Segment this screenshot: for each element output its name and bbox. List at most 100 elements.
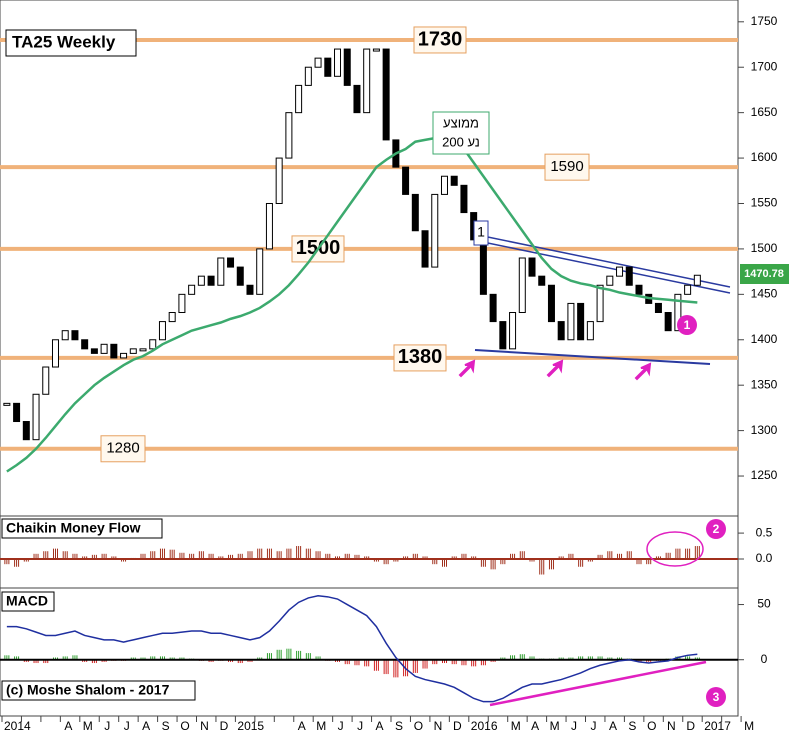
candle (674, 293, 682, 332)
trendline (477, 234, 731, 288)
x-tick-label: D (453, 719, 462, 733)
candle (586, 321, 594, 341)
badge (706, 687, 726, 707)
candle (499, 321, 507, 350)
badge-label: 2 (713, 522, 720, 536)
badge (706, 519, 726, 539)
trendline (474, 349, 711, 365)
x-tick-label: 2014 (4, 719, 31, 733)
candle (32, 393, 40, 441)
marker-box (473, 220, 489, 246)
x-tick-label: J (124, 719, 130, 733)
trendline (489, 660, 707, 707)
x-tick-label: N (434, 719, 443, 733)
credit: (c) Moshe Shalom - 2017 (6, 682, 170, 698)
highlight (646, 531, 704, 567)
macd-line (6, 594, 698, 703)
x-tick-label: J (357, 719, 363, 733)
candle (256, 248, 264, 295)
candle (3, 402, 11, 406)
candle (110, 343, 118, 359)
candle (538, 275, 546, 286)
candle (402, 166, 410, 195)
credit-box (1, 680, 196, 701)
candle (227, 257, 235, 268)
x-tick-label: A (298, 719, 306, 733)
candle (61, 330, 69, 341)
x-tick-label: 2015 (237, 719, 264, 733)
candle (178, 293, 186, 314)
y-tick-label: 1550 (751, 196, 778, 210)
badge-label: 3 (713, 690, 720, 704)
level-box (100, 435, 146, 463)
candle (450, 175, 458, 186)
candle (596, 284, 604, 323)
candle (616, 266, 624, 277)
candle (431, 193, 439, 268)
candle (42, 366, 50, 395)
candle (440, 175, 448, 195)
x-tick-label: A (531, 719, 539, 733)
last-price: 1470.78 (744, 268, 784, 280)
candle (334, 48, 342, 77)
candle (285, 112, 293, 159)
y-tick-label: 0 (761, 652, 768, 666)
candle (654, 302, 662, 314)
candle (120, 352, 128, 359)
y-tick-label: 1700 (751, 59, 778, 73)
level-box (544, 153, 590, 181)
x-tick-label: S (395, 719, 403, 733)
candle (324, 57, 332, 77)
candle (197, 275, 205, 286)
candle (479, 239, 487, 295)
title-box (1, 518, 163, 539)
candle (372, 48, 380, 52)
candle (625, 266, 633, 286)
candle (421, 230, 429, 268)
x-tick-label: M (550, 719, 560, 733)
level-box (413, 26, 467, 54)
level-label: 1730 (418, 28, 463, 50)
y-tick-label: 0.0 (756, 551, 773, 565)
x-tick-label: N (200, 719, 209, 733)
trendline (477, 240, 731, 294)
x-tick-label: S (162, 719, 170, 733)
candle (188, 284, 196, 295)
panel-title: Chaikin Money Flow (6, 520, 141, 536)
candle (265, 202, 273, 250)
candle (557, 321, 565, 341)
x-tick-label: J (591, 719, 597, 733)
x-tick-label: A (376, 719, 384, 733)
x-tick-label: A (609, 719, 617, 733)
candle (149, 339, 157, 350)
level-label: 1380 (398, 346, 443, 368)
candle (81, 339, 89, 350)
x-tick-label: M (83, 719, 93, 733)
candle (295, 84, 303, 114)
annotation: 1 (477, 224, 485, 240)
candle (158, 321, 166, 341)
y-tick-label: 0.5 (756, 525, 773, 539)
candle (71, 330, 79, 341)
candle (236, 266, 244, 286)
y-tick-label: 1750 (751, 14, 778, 28)
level-box (393, 344, 447, 372)
level-label: 1280 (106, 440, 139, 457)
candle (304, 66, 312, 86)
candle (489, 293, 497, 323)
y-tick-label: 1650 (751, 105, 778, 119)
x-tick-label: S (628, 719, 636, 733)
x-tick-label: N (667, 719, 676, 733)
candle (139, 348, 147, 352)
y-tick-label: 1500 (751, 241, 778, 255)
panel-title: MACD (6, 593, 48, 609)
annotation: ממוצע (443, 115, 479, 130)
y-tick-label: 1400 (751, 332, 778, 346)
last-price-box (740, 264, 789, 284)
y-tick-label: 1350 (751, 377, 778, 391)
candle (246, 284, 254, 295)
candle (664, 312, 672, 332)
candle (90, 348, 98, 354)
annotation: נע 200 (442, 134, 480, 149)
